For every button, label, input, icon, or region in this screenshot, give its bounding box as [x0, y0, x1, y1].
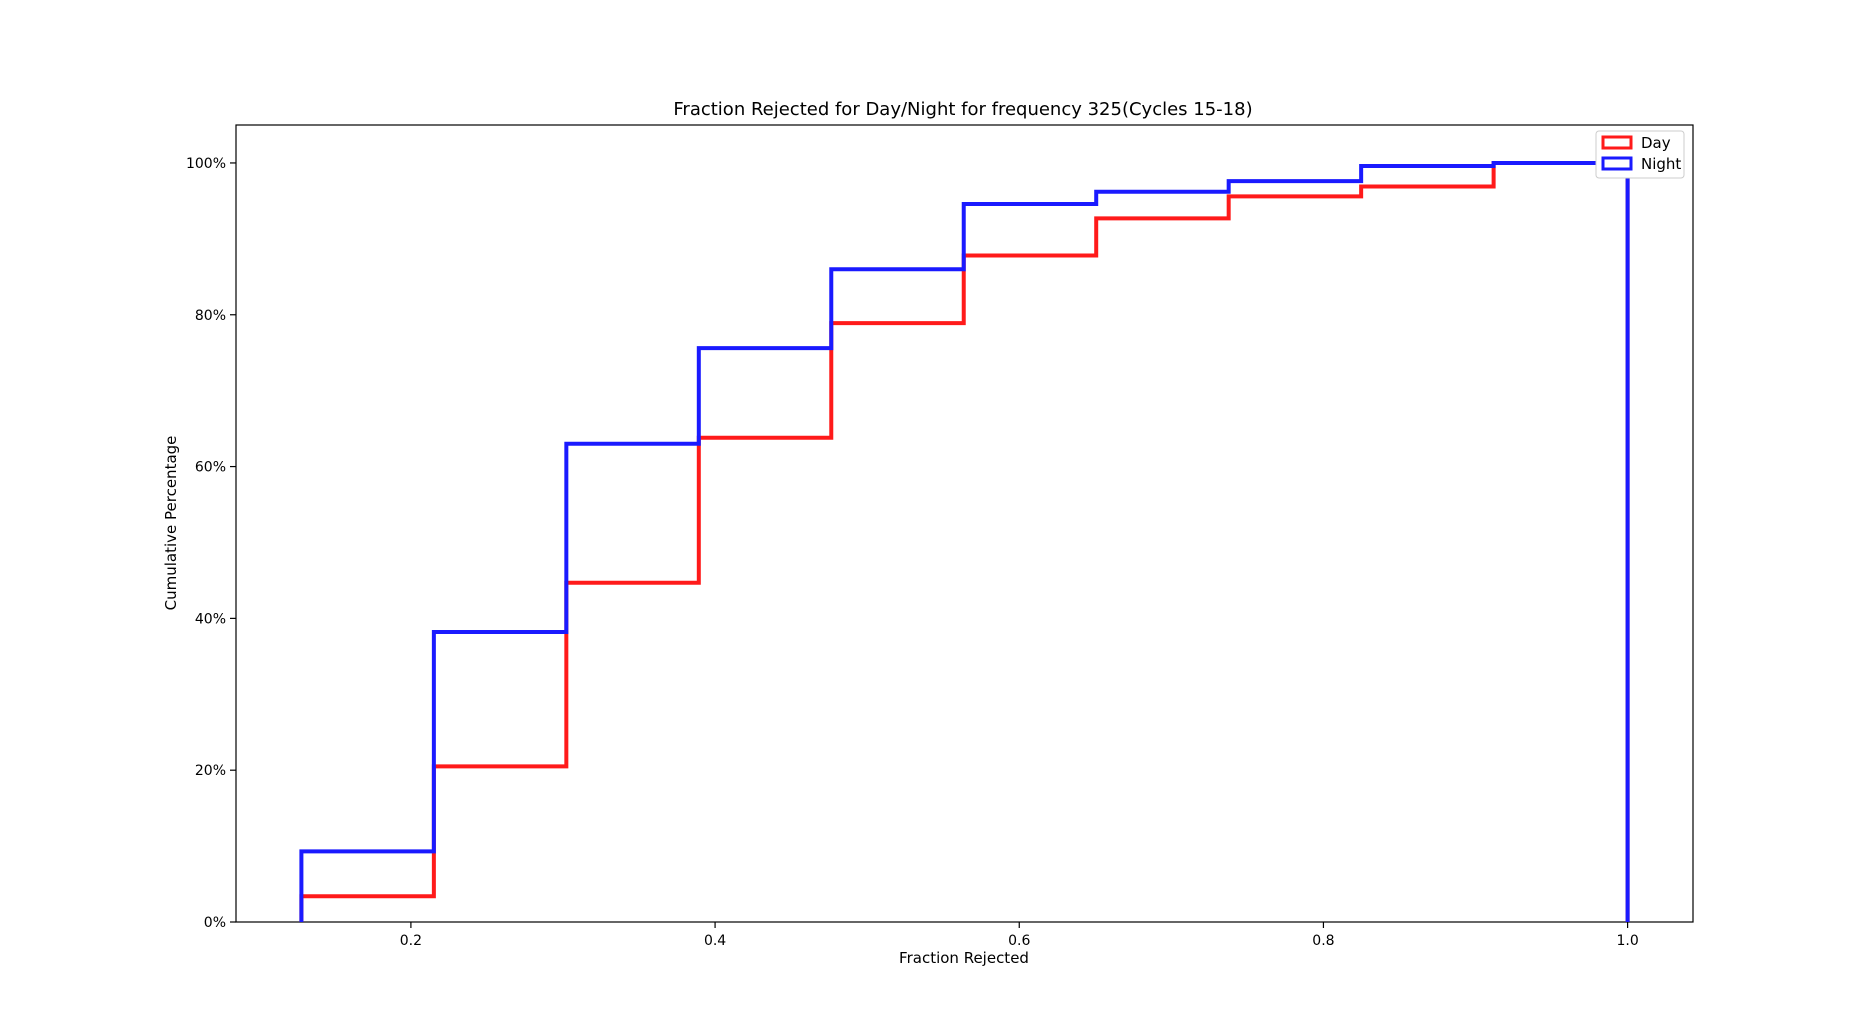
y-tick-label: 0%: [204, 915, 226, 931]
legend-swatch-night: [1601, 156, 1633, 171]
x-tick-label: 0.4: [704, 933, 726, 949]
legend-label-night: Night: [1641, 155, 1681, 173]
legend: Day Night: [1595, 130, 1685, 179]
x-axis-ticks: 0.2 0.4 0.6 0.8 1.0: [400, 922, 1639, 949]
series-line-night: [299, 160, 1630, 922]
chart-title: Fraction Rejected for Day/Night for freq…: [673, 99, 1252, 120]
x-tick-label: 1.0: [1616, 933, 1638, 949]
legend-swatch-day: [1601, 135, 1633, 150]
y-tick-label: 100%: [186, 156, 226, 172]
y-axis-ticks: 0% 20% 40% 60% 80% 100%: [186, 156, 236, 931]
plot-frame: [235, 124, 1694, 923]
y-axis-label: Cumulative Percentage: [162, 436, 180, 611]
x-tick-label: 0.8: [1312, 933, 1334, 949]
y-tick-label: 80%: [195, 308, 226, 324]
x-axis-label: Fraction Rejected: [899, 949, 1029, 967]
series-line-day: [299, 160, 1630, 922]
y-tick-label: 40%: [195, 611, 226, 627]
legend-label-day: Day: [1641, 134, 1671, 152]
x-tick-label: 0.6: [1008, 933, 1030, 949]
legend-box: [1595, 130, 1685, 179]
y-tick-label: 60%: [195, 460, 226, 476]
x-tick-label: 0.2: [400, 933, 422, 949]
series-layer: [299, 160, 1630, 922]
y-tick-label: 20%: [195, 763, 226, 779]
